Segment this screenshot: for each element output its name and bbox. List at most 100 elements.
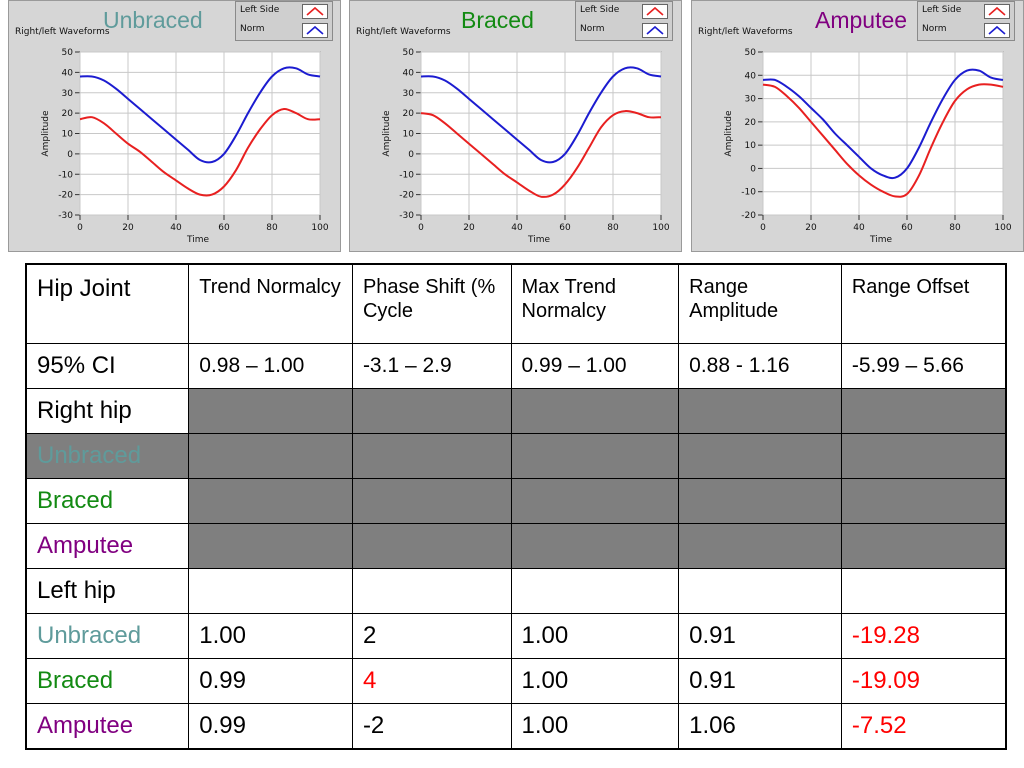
x-axis-label: Time [186, 235, 209, 245]
ci-label: 95% CI [25, 343, 190, 389]
ci-range-amplitude: 0.88 - 1.16 [678, 343, 842, 389]
left-amputee-max-trend-normalcy: 1.00 [510, 703, 680, 750]
header-range-amplitude: Range Amplitude [678, 263, 842, 344]
table-cell [188, 433, 353, 479]
series-line-left-side [420, 110, 662, 198]
chart-panel-braced: Braced Right/left Waveforms Left Side Norm -… [349, 0, 682, 252]
right-unbraced-label: Unbraced [25, 433, 190, 479]
chart-legend: Left Side Norm [575, 1, 673, 41]
tick-label-y: 0 [67, 150, 73, 160]
tick-label-x: 0 [418, 223, 424, 233]
legend-swatch [984, 4, 1010, 19]
tick-label-y: 40 [745, 71, 757, 81]
chart-legend: Left Side Norm [235, 1, 333, 41]
tick-label-y: 30 [745, 95, 757, 105]
tick-label-y: -20 [741, 211, 756, 221]
tick-label-y: 20 [745, 118, 757, 128]
series-line-left-side [79, 107, 321, 197]
tick-label-y: 20 [62, 109, 74, 119]
right-hip-label: Right hip [25, 388, 190, 434]
y-axis-label: Amplitude [724, 110, 734, 157]
tick-label-y: 0 [408, 150, 414, 160]
chart-caption: Right/left Waveforms [15, 27, 110, 37]
ci-trend-normalcy: 0.98 – 1.00 [188, 343, 353, 389]
tick-label-y: 30 [403, 89, 415, 99]
series-line-norm [420, 66, 662, 164]
table-row-ci: 95% CI 0.98 – 1.00 -3.1 – 2.9 0.99 – 1.0… [25, 343, 1007, 389]
tick-label-y: -30 [399, 211, 414, 221]
ci-phase-shift: -3.1 – 2.9 [351, 343, 512, 389]
legend-line-icon [988, 6, 1006, 16]
table-cell [678, 568, 842, 614]
table-cell [840, 388, 1007, 434]
table-cell [351, 568, 512, 614]
tick-label-x: 20 [463, 223, 475, 233]
x-axis-label: Time [527, 235, 550, 245]
legend-swatch [302, 4, 328, 19]
chart-caption: Right/left Waveforms [698, 27, 793, 37]
legend-label: Norm [580, 24, 605, 34]
tick-label-y: 40 [62, 68, 74, 78]
table-row-right-amputee: Amputee [25, 523, 1007, 569]
table-cell [188, 478, 353, 524]
left-hip-label: Left hip [25, 568, 190, 614]
tick-label-y: 0 [750, 164, 756, 174]
ci-max-trend-normalcy: 0.99 – 1.00 [510, 343, 680, 389]
table-cell [510, 568, 680, 614]
table-cell [678, 478, 842, 524]
tick-label-x: 100 [652, 223, 669, 233]
table-cell [351, 523, 512, 569]
tick-label-x: 40 [511, 223, 523, 233]
right-amputee-label: Amputee [25, 523, 190, 569]
chart-panel-amputee: Amputee Right/left Waveforms Left Side Norm… [691, 0, 1024, 252]
chart-title-unbraced: Unbraced [103, 7, 203, 33]
left-unbraced-phase-shift: 2 [351, 613, 512, 659]
legend-label: Norm [922, 24, 947, 34]
tick-label-y: -20 [58, 191, 73, 201]
table-cell [678, 388, 842, 434]
tick-label-x: 20 [805, 223, 817, 233]
left-unbraced-max-trend-normalcy: 1.00 [510, 613, 680, 659]
table-cell [510, 478, 680, 524]
chart-caption: Right/left Waveforms [356, 27, 451, 37]
tick-label-y: -10 [58, 170, 73, 180]
left-unbraced-trend-normalcy: 1.00 [188, 613, 353, 659]
legend-swatch [642, 23, 668, 38]
table-row-right-hip: Right hip [25, 388, 1007, 434]
table-cell [840, 523, 1007, 569]
left-unbraced-range-offset: -19.28 [840, 613, 1007, 659]
legend-line-icon [646, 6, 664, 16]
tick-label-x: 20 [122, 223, 134, 233]
left-amputee-range-amplitude: 1.06 [678, 703, 842, 750]
table-row-left-amputee: Amputee 0.99 -2 1.00 1.06 -7.52 [25, 703, 1007, 750]
left-braced-label: Braced [25, 658, 190, 704]
tick-label-x: 40 [170, 223, 182, 233]
left-braced-trend-normalcy: 0.99 [188, 658, 353, 704]
table-cell [188, 388, 353, 434]
line-chart-braced: -30 -20 -10 0 10 20 30 40 50 0 20 40 60 80 100 Time Ampl… [382, 48, 670, 245]
tick-label-y: -30 [58, 211, 73, 221]
table-cell [188, 523, 353, 569]
tick-label-y: 50 [62, 48, 74, 58]
chart-panel-unbraced: Unbraced Right/left Waveforms Left Side Nor… [8, 0, 341, 252]
line-chart-amputee: -20 -10 0 10 20 30 40 50 0 20 40 60 80 100 Time Amplitu… [724, 48, 1012, 245]
tick-label-x: 60 [559, 223, 571, 233]
left-braced-range-offset: -19.09 [840, 658, 1007, 704]
table-header-row: Hip Joint Trend Normalcy Phase Shift (% … [25, 263, 1007, 344]
table-cell [351, 433, 512, 479]
tick-label-y: 50 [745, 48, 757, 58]
table-row-right-unbraced: Unbraced [25, 433, 1007, 479]
left-amputee-range-offset: -7.52 [840, 703, 1007, 750]
table-cell [840, 433, 1007, 479]
tick-label-x: 80 [949, 223, 961, 233]
table-cell [840, 478, 1007, 524]
header-phase-shift: Phase Shift (% Cycle [351, 263, 512, 344]
tick-label-x: 80 [266, 223, 278, 233]
legend-label: Left Side [580, 5, 620, 15]
left-unbraced-range-amplitude: 0.91 [678, 613, 842, 659]
legend-swatch [642, 4, 668, 19]
tick-label-x: 80 [607, 223, 619, 233]
series-line-left-side [762, 83, 1004, 198]
legend-label: Norm [240, 24, 265, 34]
chart-title-amputee: Amputee [815, 7, 908, 33]
